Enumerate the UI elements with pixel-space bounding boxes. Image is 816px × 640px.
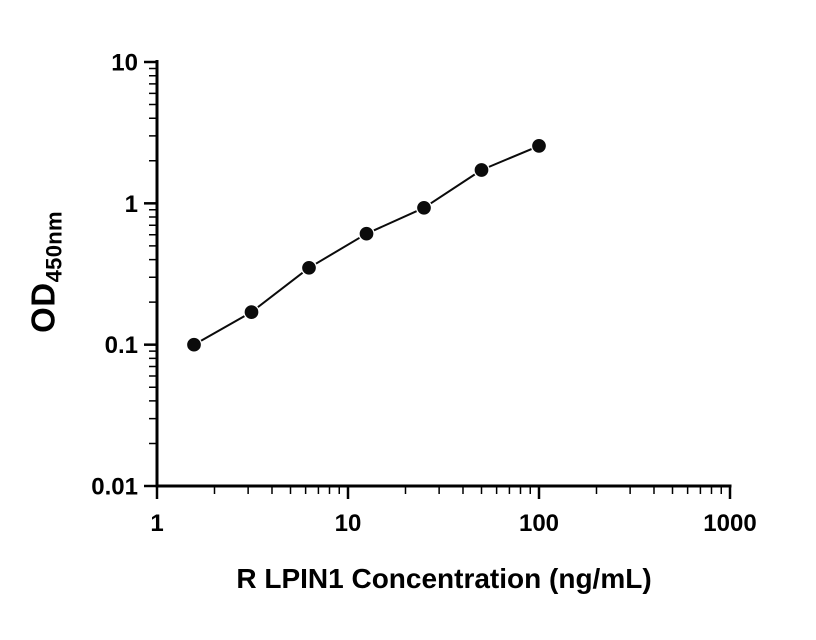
y-tick-label: 0.01 <box>91 474 138 501</box>
data-point-marker <box>300 259 318 276</box>
x-tick-label: 10 <box>335 510 362 537</box>
y-axis-title-subscript: 450nm <box>41 211 67 283</box>
y-axis-title-text: OD <box>24 282 62 333</box>
y-tick-label: 1 <box>125 191 138 218</box>
y-axis-title: OD450nm <box>24 211 67 333</box>
x-axis-title: R LPIN1 Concentration (ng/mL) <box>236 563 652 594</box>
data-point-marker <box>473 161 490 179</box>
x-tick-label: 100 <box>519 510 559 537</box>
x-tick-label: 1000 <box>703 510 756 537</box>
x-tick-label: 1 <box>150 510 163 537</box>
data-point-marker <box>185 336 203 353</box>
data-point-marker <box>415 199 433 216</box>
y-tick-label: 0.1 <box>105 332 138 359</box>
axes-lines <box>155 60 732 488</box>
data-point-marker <box>358 225 375 242</box>
data-point-marker <box>530 137 548 155</box>
minor-ticks <box>149 67 723 494</box>
data-point-marker <box>243 303 260 321</box>
y-tick-label: 10 <box>111 50 138 77</box>
